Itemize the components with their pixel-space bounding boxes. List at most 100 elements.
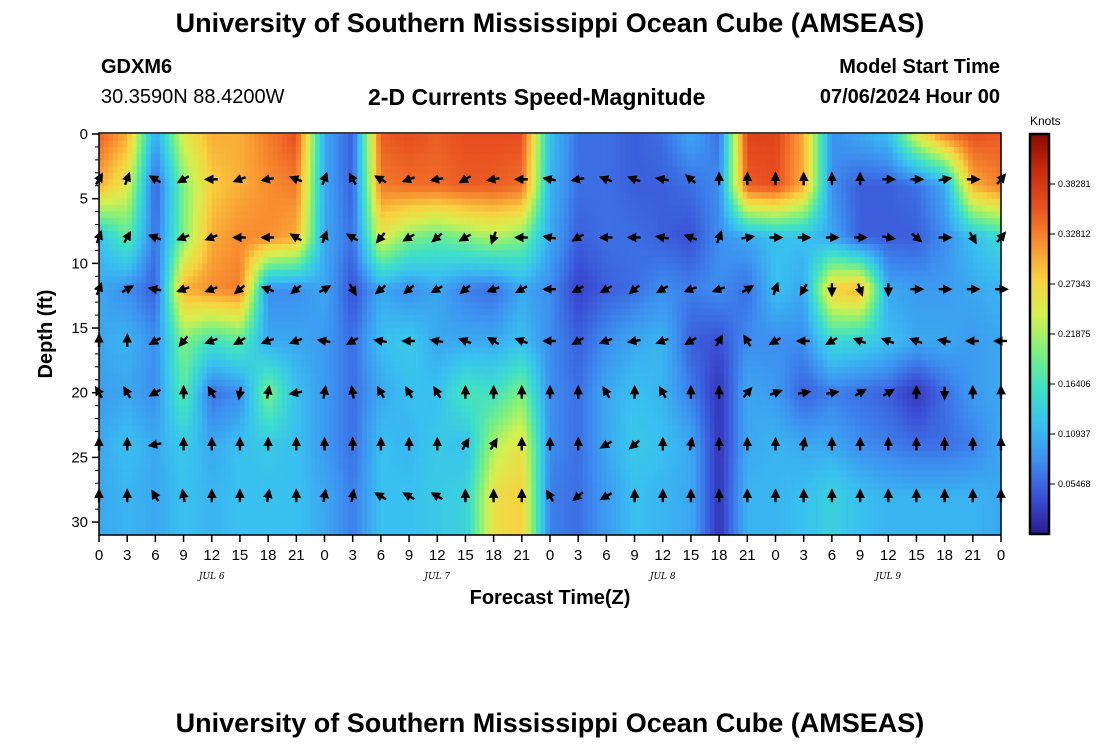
heatmap-cell — [254, 192, 260, 200]
heatmap-cell — [315, 159, 321, 167]
heatmap-cell — [939, 205, 946, 213]
heatmap-cell — [639, 205, 645, 213]
heatmap-cell — [282, 211, 288, 219]
heatmap-cell — [596, 159, 603, 167]
heatmap-cell — [916, 263, 922, 271]
heatmap-cell — [977, 134, 983, 142]
heatmap-cell — [197, 153, 203, 161]
heatmap-cell — [188, 166, 194, 174]
heatmap-cell — [568, 140, 575, 148]
heatmap-cell — [211, 263, 218, 271]
heatmap-cell — [611, 211, 617, 219]
heatmap-cell — [855, 179, 861, 187]
heatmap-cell — [869, 218, 875, 226]
heatmap-cell — [343, 263, 349, 271]
heatmap-cell — [587, 140, 593, 148]
heatmap-cell — [211, 269, 218, 277]
heatmap-cell — [921, 192, 927, 200]
heatmap-cell — [296, 224, 302, 232]
heatmap-cell — [869, 140, 875, 148]
heatmap-cell — [770, 237, 777, 245]
heatmap-cell — [122, 140, 128, 148]
heatmap-cell — [723, 159, 730, 167]
heatmap-cell — [582, 205, 589, 213]
heatmap-cell — [160, 166, 166, 174]
heatmap-cell — [277, 295, 283, 303]
heatmap-cell — [517, 269, 523, 277]
heatmap-cell — [578, 269, 584, 277]
heatmap-cell — [775, 289, 781, 297]
heatmap-cell — [315, 205, 321, 213]
heatmap-cell — [587, 256, 593, 264]
heatmap-cell — [634, 153, 640, 161]
heatmap-cell — [343, 224, 349, 232]
heatmap-cell — [954, 166, 960, 174]
heatmap-cell — [803, 224, 809, 232]
heatmap-cell — [888, 218, 894, 226]
heatmap-cell — [742, 192, 748, 200]
heatmap-cell — [897, 192, 903, 200]
heatmap-cell — [620, 140, 626, 148]
heatmap-cell — [653, 205, 659, 213]
heatmap-cell — [211, 256, 218, 264]
heatmap-cell — [268, 153, 274, 161]
heatmap-cell — [484, 140, 490, 148]
heatmap-cell — [192, 198, 199, 206]
heatmap-cell — [897, 134, 903, 142]
heatmap-cell — [347, 198, 354, 206]
heatmap-cell — [235, 159, 241, 167]
heatmap-cell — [211, 134, 218, 142]
heatmap-cell — [719, 211, 725, 219]
heatmap-cell — [202, 134, 208, 142]
heatmap-cell — [446, 231, 452, 239]
heatmap-cell — [230, 276, 236, 284]
heatmap-cell — [921, 153, 927, 161]
heatmap-cell — [479, 166, 485, 174]
heatmap-cell — [822, 185, 828, 193]
heatmap-cell — [629, 224, 636, 232]
heatmap-cell — [798, 231, 805, 239]
heatmap-cell — [357, 166, 363, 174]
heatmap-cell — [202, 153, 208, 161]
heatmap-cell — [662, 153, 669, 161]
heatmap-cell — [958, 159, 965, 167]
heatmap-cell — [831, 282, 838, 290]
heatmap-cell — [700, 224, 706, 232]
heatmap-cell — [451, 243, 457, 252]
heatmap-cell — [451, 250, 457, 258]
heatmap-cell — [878, 205, 885, 213]
heatmap-cell — [991, 276, 997, 284]
heatmap-cell — [902, 269, 908, 277]
heatmap-cell — [390, 218, 396, 226]
heatmap-cell — [192, 192, 199, 200]
heatmap-cell — [394, 269, 401, 277]
heatmap-cell — [418, 205, 424, 213]
heatmap-cell — [225, 211, 232, 219]
heatmap-cell — [437, 166, 443, 174]
heatmap-cell — [714, 153, 720, 161]
heatmap-cell — [775, 243, 781, 252]
heatmap-cell — [737, 192, 744, 200]
heatmap-cell — [784, 211, 791, 219]
heatmap-cell — [667, 243, 673, 252]
heatmap-cell — [737, 224, 744, 232]
heatmap-cell — [686, 263, 692, 271]
heatmap-cell — [507, 192, 514, 200]
heatmap-cell — [432, 224, 438, 232]
heatmap-cell — [582, 243, 589, 252]
heatmap-cell — [470, 231, 476, 239]
heatmap-cell — [385, 269, 391, 277]
heatmap-cell — [103, 231, 109, 239]
heatmap-cell — [648, 172, 654, 180]
heatmap-cell — [451, 237, 457, 245]
heatmap-cell — [925, 179, 932, 187]
heatmap-cell — [996, 211, 1002, 219]
heatmap-cell — [286, 146, 293, 155]
heatmap-cell — [404, 263, 410, 271]
heatmap-cell — [136, 140, 142, 148]
heatmap-cell — [883, 256, 889, 264]
heatmap-cell — [343, 243, 349, 252]
heatmap-cell — [498, 218, 504, 226]
heatmap-cell — [521, 172, 528, 180]
heatmap-cell — [925, 282, 932, 290]
